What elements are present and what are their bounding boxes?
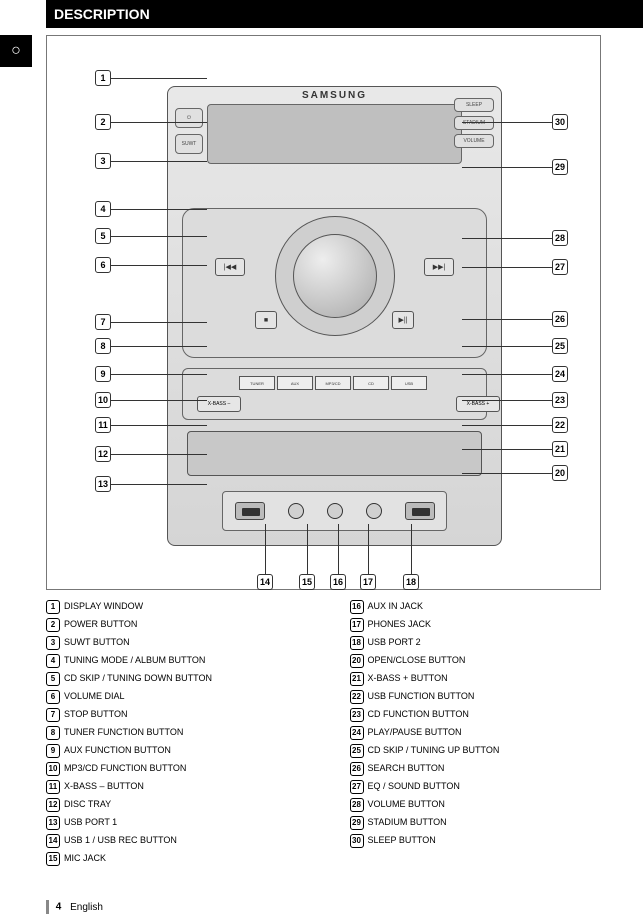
callout-28: 28 — [552, 230, 568, 246]
callout-8: 8 — [95, 338, 111, 354]
usb-port-2[interactable] — [405, 502, 435, 520]
xbass-minus-button[interactable]: X-BASS – — [197, 396, 241, 412]
desc-item-25: 25CD SKIP / TUNING UP BUTTON — [350, 744, 624, 758]
desc-item-3: 3SUWT BUTTON — [46, 636, 320, 650]
desc-item-6: 6VOLUME DIAL — [46, 690, 320, 704]
callout-21: 21 — [552, 441, 568, 457]
desc-item-28: 28VOLUME BUTTON — [350, 798, 624, 812]
aux-jack[interactable] — [327, 503, 343, 519]
desc-item-22: 22USB FUNCTION BUTTON — [350, 690, 624, 704]
desc-item-8: 8TUNER FUNCTION BUTTON — [46, 726, 320, 740]
volume-button[interactable]: VOLUME — [454, 134, 494, 148]
suwt-button[interactable]: SUWT — [175, 134, 203, 154]
callout-24: 24 — [552, 366, 568, 382]
footer-label: English — [70, 902, 103, 913]
func-button-cd[interactable]: CD — [353, 376, 389, 390]
func-button-usb[interactable]: USB — [391, 376, 427, 390]
mic-jack[interactable] — [288, 503, 304, 519]
callout-17: 17 — [360, 574, 376, 590]
volume-dial[interactable] — [293, 234, 377, 318]
footer-bar-icon — [46, 900, 49, 914]
callout-15: 15 — [299, 574, 315, 590]
desc-item-11: 11X-BASS – BUTTON — [46, 780, 320, 794]
callout-9: 9 — [95, 366, 111, 382]
skip-prev-button[interactable]: |◀◀ — [215, 258, 245, 276]
descriptions-list: 1DISPLAY WINDOW 2POWER BUTTON 3SUWT BUTTON… — [46, 600, 623, 866]
brand-label: SAMSUNG — [167, 90, 502, 101]
callout-6: 6 — [95, 257, 111, 273]
section-header: DESCRIPTION — [46, 0, 643, 28]
func-button-aux[interactable]: AUX — [277, 376, 313, 390]
callout-14: 14 — [257, 574, 273, 590]
display-window — [207, 104, 462, 164]
callout-3: 3 — [95, 153, 111, 169]
desc-item-14: 14USB 1 / USB REC BUTTON — [46, 834, 320, 848]
desc-item-16: 16AUX IN JACK — [350, 600, 624, 614]
callout-12: 12 — [95, 446, 111, 462]
func-button-mp3cd[interactable]: MP3/CD — [315, 376, 351, 390]
desc-item-13: 13USB PORT 1 — [46, 816, 320, 830]
page-number: 4 — [56, 902, 62, 913]
desc-item-1: 1DISPLAY WINDOW — [46, 600, 320, 614]
desc-item-26: 26SEARCH BUTTON — [350, 762, 624, 776]
disc-tray[interactable] — [187, 431, 482, 476]
desc-item-10: 10MP3/CD FUNCTION BUTTON — [46, 762, 320, 776]
callout-10: 10 — [95, 392, 111, 408]
stop-button[interactable]: ■ — [255, 311, 277, 329]
desc-item-5: 5CD SKIP / TUNING DOWN BUTTON — [46, 672, 320, 686]
usb-port-1[interactable] — [235, 502, 265, 520]
desc-item-17: 17PHONES JACK — [350, 618, 624, 632]
callout-27: 27 — [552, 259, 568, 275]
play-button[interactable]: ▶|| — [392, 311, 414, 329]
desc-item-27: 27EQ / SOUND BUTTON — [350, 780, 624, 794]
callout-18: 18 — [403, 574, 419, 590]
callout-16: 16 — [330, 574, 346, 590]
diagram-frame: SAMSUNG ⏻ SUWT SLEEP STADIUM VOLUME |◀◀ … — [46, 35, 601, 590]
callout-20: 20 — [552, 465, 568, 481]
desc-item-21: 21X-BASS + BUTTON — [350, 672, 624, 686]
callout-5: 5 — [95, 228, 111, 244]
desc-item-24: 24PLAY/PAUSE BUTTON — [350, 726, 624, 740]
callout-29: 29 — [552, 159, 568, 175]
callout-2: 2 — [95, 114, 111, 130]
side-tab: ○ — [0, 35, 32, 67]
desc-item-18: 18USB PORT 2 — [350, 636, 624, 650]
phones-jack[interactable] — [366, 503, 382, 519]
desc-item-2: 2POWER BUTTON — [46, 618, 320, 632]
callout-1: 1 — [95, 70, 111, 86]
sleep-button[interactable]: SLEEP — [454, 98, 494, 112]
desc-item-15: 15MIC JACK — [46, 852, 320, 866]
xbass-plus-button[interactable]: X-BASS + — [456, 396, 500, 412]
device-illustration: SAMSUNG ⏻ SUWT SLEEP STADIUM VOLUME |◀◀ … — [167, 86, 502, 546]
ports-panel — [222, 491, 447, 531]
callout-11: 11 — [95, 417, 111, 433]
desc-item-30: 30SLEEP BUTTON — [350, 834, 624, 848]
skip-next-button[interactable]: ▶▶| — [424, 258, 454, 276]
func-button-tuner[interactable]: TUNER — [239, 376, 275, 390]
stadium-button[interactable]: STADIUM — [454, 116, 494, 130]
callout-30: 30 — [552, 114, 568, 130]
callout-25: 25 — [552, 338, 568, 354]
desc-item-12: 12DISC TRAY — [46, 798, 320, 812]
callout-7: 7 — [95, 314, 111, 330]
page-footer: 4 English — [46, 900, 103, 914]
desc-item-20: 20OPEN/CLOSE BUTTON — [350, 654, 624, 668]
power-button[interactable]: ⏻ — [175, 108, 203, 128]
callout-26: 26 — [552, 311, 568, 327]
callout-23: 23 — [552, 392, 568, 408]
desc-item-23: 23CD FUNCTION BUTTON — [350, 708, 624, 722]
callout-22: 22 — [552, 417, 568, 433]
desc-item-29: 29STADIUM BUTTON — [350, 816, 624, 830]
desc-item-4: 4TUNING MODE / ALBUM BUTTON — [46, 654, 320, 668]
callout-4: 4 — [95, 201, 111, 217]
desc-item-9: 9AUX FUNCTION BUTTON — [46, 744, 320, 758]
function-row: TUNERAUXMP3/CDCDUSB — [239, 376, 427, 390]
desc-item-7: 7STOP BUTTON — [46, 708, 320, 722]
callout-13: 13 — [95, 476, 111, 492]
